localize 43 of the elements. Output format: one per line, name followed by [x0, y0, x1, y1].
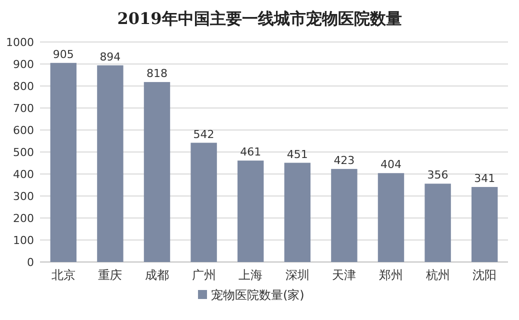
y-tick-label: 500	[13, 146, 34, 159]
y-tick-label: 300	[13, 190, 34, 203]
bar	[144, 82, 170, 262]
x-tick-label: 成都	[145, 268, 169, 282]
data-label: 818	[146, 67, 168, 80]
y-tick-label: 100	[13, 234, 34, 247]
y-tick-label: 400	[13, 168, 34, 181]
y-tick-label: 800	[13, 80, 34, 93]
x-tick-label: 杭州	[424, 268, 450, 282]
data-label: 404	[380, 158, 402, 172]
x-tick-label: 深圳	[285, 268, 310, 282]
x-tick-label: 沈阳	[472, 268, 497, 282]
legend-label: 宠物医院数量(家)	[211, 288, 304, 302]
x-tick-label: 天津	[332, 268, 356, 282]
chart-title: 2019年中国主要一线城市宠物医院数量	[117, 9, 402, 28]
data-label: 451	[286, 148, 308, 161]
data-label: 356	[427, 168, 448, 182]
bar	[471, 186, 498, 262]
bar	[190, 142, 217, 262]
y-tick-label: 600	[13, 124, 34, 137]
x-tick-label: 重庆	[98, 268, 122, 282]
data-label: 341	[474, 172, 496, 185]
bar	[378, 173, 404, 262]
bar	[284, 162, 311, 262]
x-tick-label: 广州	[192, 268, 216, 282]
bar	[237, 160, 264, 262]
x-tick-label: 上海	[238, 268, 263, 282]
data-label: 905	[52, 48, 74, 61]
y-tick-label: 900	[13, 58, 34, 71]
x-tick-label: 郑州	[379, 268, 403, 282]
bar	[97, 65, 124, 262]
y-tick-label: 700	[13, 102, 34, 115]
data-label: 542	[193, 128, 214, 141]
data-label: 461	[240, 146, 262, 159]
x-tick-label: 北京	[51, 268, 76, 282]
bar	[331, 168, 358, 262]
data-label: 894	[100, 50, 121, 64]
bar	[50, 62, 77, 262]
y-tick-label: 200	[13, 212, 34, 225]
y-tick-label: 1000	[6, 36, 34, 49]
data-label: 423	[334, 154, 355, 167]
y-tick-label: 0	[27, 256, 34, 269]
bar	[424, 184, 451, 262]
